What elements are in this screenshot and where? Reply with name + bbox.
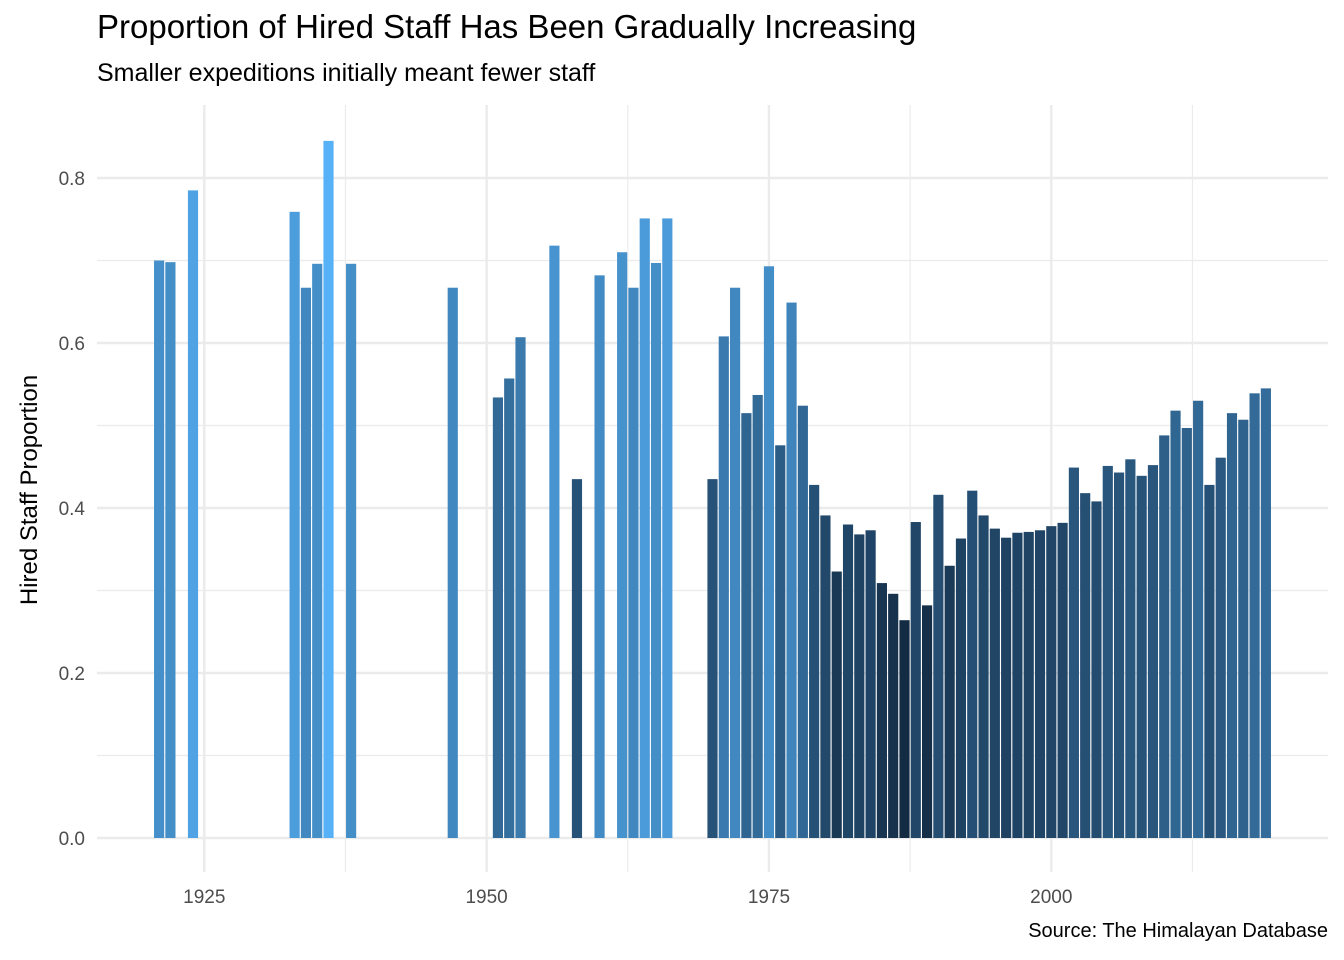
bar-1951	[492, 397, 504, 838]
bar-1976	[775, 445, 786, 838]
chart-title: Proportion of Hired Staff Has Been Gradu…	[97, 8, 917, 45]
bar-1963	[628, 287, 639, 839]
bar-2008	[1136, 475, 1147, 838]
bar-1995	[989, 528, 1000, 838]
x-tick-label: 1950	[465, 887, 507, 908]
bar-1981	[831, 571, 842, 838]
bar-1986	[888, 593, 899, 838]
bar-1938	[346, 263, 357, 838]
bar-2009	[1147, 465, 1159, 838]
bar-1965	[650, 262, 662, 839]
bar-1970	[707, 479, 718, 838]
y-axis-ticks: 0.0 0.2 0.4 0.6 0.8	[59, 169, 86, 850]
bar-1936	[323, 140, 334, 838]
x-tick-label: 1925	[183, 887, 225, 908]
bar-1988	[910, 522, 921, 838]
x-axis-ticks: 1925 1950 1975 2000	[183, 887, 1072, 908]
bar-1975	[763, 266, 775, 838]
bar-1962	[617, 252, 628, 838]
bar-2004	[1091, 501, 1102, 838]
bar-1953	[515, 337, 526, 838]
y-tick-label: 0.4	[59, 499, 86, 520]
bar-1960	[594, 275, 605, 839]
bar-2017	[1238, 419, 1249, 838]
bar-1977	[786, 302, 797, 838]
y-tick-label: 0.8	[59, 169, 85, 190]
bar-1996	[1001, 537, 1012, 838]
bar-2014	[1204, 484, 1215, 838]
bar-series	[154, 140, 1271, 839]
bar-1978	[797, 405, 808, 838]
bar-1956	[549, 245, 560, 838]
bar-1972	[730, 287, 741, 839]
bar-2005	[1102, 465, 1113, 838]
bar-2001	[1057, 522, 1068, 838]
x-tick-label: 1975	[748, 887, 790, 908]
chart-caption: Source: The Himalayan Database	[1028, 920, 1328, 942]
bar-1934	[300, 287, 312, 839]
bar-2006	[1113, 472, 1125, 838]
bar-1924	[187, 190, 199, 838]
bar-1964	[639, 218, 650, 839]
bar-1984	[865, 530, 876, 838]
bar-1947	[447, 287, 458, 839]
bar-1990	[933, 494, 944, 838]
bar-1971	[718, 336, 729, 838]
bar-1974	[752, 394, 763, 838]
bar-1979	[809, 484, 820, 838]
bar-2015	[1215, 457, 1226, 838]
bar-1997	[1012, 532, 1023, 838]
bar-1993	[967, 490, 978, 838]
bar-2002	[1068, 467, 1079, 838]
bar-1999	[1034, 530, 1046, 838]
y-tick-label: 0.0	[59, 829, 85, 850]
bar-2010	[1159, 435, 1170, 838]
bar-2016	[1226, 413, 1238, 838]
bar-1991	[944, 565, 955, 838]
bar-2011	[1170, 410, 1181, 838]
bar-1958	[571, 479, 583, 838]
bar-1989	[921, 605, 933, 838]
chart-subtitle: Smaller expeditions initially meant fewe…	[97, 59, 596, 87]
bar-1935	[312, 263, 323, 838]
bar-1966	[662, 218, 673, 839]
bar-1985	[876, 583, 887, 838]
bar-2000	[1046, 526, 1057, 838]
bar-1992	[955, 538, 967, 838]
bar-1921	[154, 260, 165, 838]
bar-1922	[165, 262, 176, 838]
bar-1933	[289, 211, 300, 838]
bar-2019	[1260, 388, 1271, 838]
bar-1987	[899, 620, 910, 838]
bar-1998	[1023, 531, 1034, 838]
bar-2007	[1125, 459, 1136, 838]
bar-2018	[1249, 393, 1260, 838]
bar-1952	[504, 378, 515, 838]
bar-1982	[842, 524, 854, 838]
bar-1973	[741, 413, 752, 838]
bar-1994	[978, 515, 989, 838]
bar-1983	[854, 534, 865, 838]
bar-2012	[1181, 427, 1192, 838]
y-tick-label: 0.2	[59, 664, 85, 685]
bar-2003	[1080, 493, 1091, 838]
x-tick-label: 2000	[1030, 887, 1072, 908]
bar-2013	[1193, 400, 1204, 838]
bar-1980	[820, 515, 831, 838]
y-tick-label: 0.6	[59, 334, 85, 355]
